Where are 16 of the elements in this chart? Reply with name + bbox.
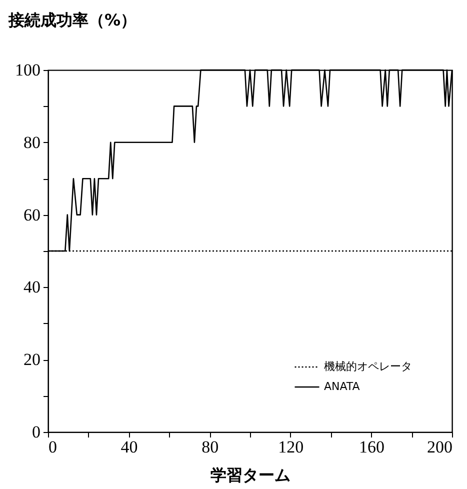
x-tick-label: 0 — [48, 438, 57, 456]
y-tick-label: 60 — [24, 205, 40, 224]
y-tick-label: 40 — [24, 278, 40, 297]
y-axis-title: 接続成功率（%） — [8, 10, 137, 30]
y-tick-label: 20 — [24, 350, 40, 370]
x-tick-label: 40 — [120, 438, 138, 456]
y-tick-label: 80 — [24, 132, 40, 152]
x-tick-label: 120 — [278, 438, 304, 456]
legend-label: 機械的オペレータ — [324, 360, 412, 373]
x-tick-label: 80 — [202, 438, 219, 456]
x-tick-label: 160 — [358, 438, 384, 456]
y-tick-label: 100 — [15, 60, 40, 80]
x-tick-label: 200 — [427, 438, 452, 456]
legend-label: ANATA — [324, 380, 360, 393]
y-tick-label: 0 — [32, 422, 40, 442]
x-axis-title: 学習ターム — [210, 466, 290, 484]
